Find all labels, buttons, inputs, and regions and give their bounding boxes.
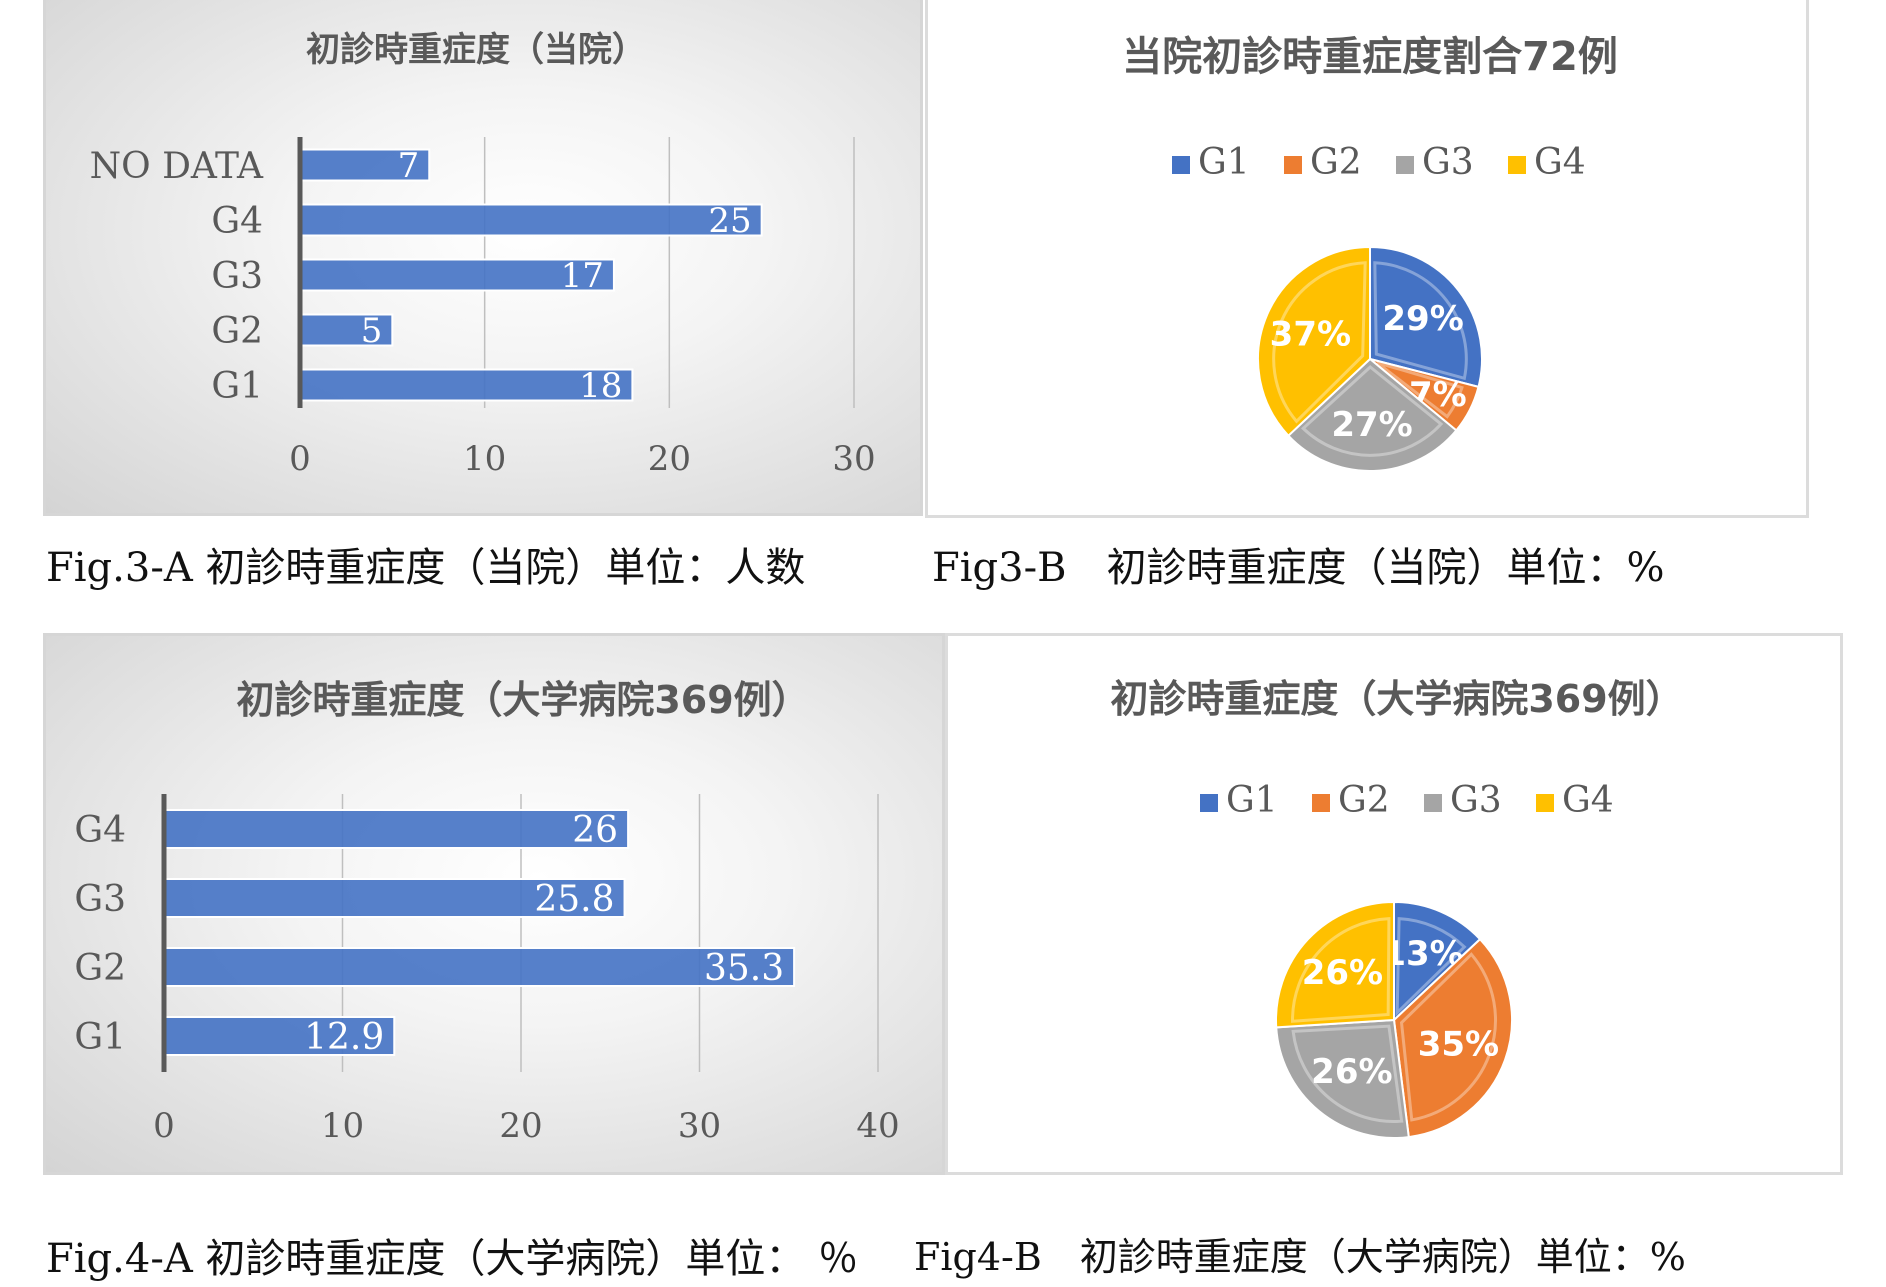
fig3a-data-label: 17 — [561, 256, 604, 296]
fig3a-data-label: 7 — [398, 146, 420, 186]
fig3b-slice-bevel — [1376, 361, 1464, 419]
fig4b-legend-label: G4 — [1562, 780, 1614, 821]
fig4a-chart-title: 初診時重症度（大学病院369例） — [236, 678, 809, 722]
fig3b-slice-bevel — [1300, 365, 1444, 457]
fig4b-slice-g3 — [1275, 1018, 1410, 1139]
fig3b-slice-bevel — [1373, 261, 1468, 381]
fig4b-marks: 13%35%26%26% — [1275, 900, 1513, 1139]
fig3a-chart-title: 初診時重症度（当院） — [306, 30, 646, 70]
fig3a-category-label: G3 — [211, 256, 263, 297]
fig4b-slice-bevel — [1395, 917, 1467, 1017]
fig3a-bar-g4 — [299, 203, 763, 237]
fig4b-legend-label: G2 — [1338, 780, 1390, 821]
fig3a-data-label: 18 — [579, 366, 622, 406]
fig4b-legend-swatch-g4 — [1536, 794, 1554, 812]
fig4a-x-tick-label: 10 — [321, 1106, 364, 1146]
fig3b-legend-swatch-g3 — [1396, 156, 1414, 174]
fig4b-slice-bevel — [1291, 917, 1391, 1023]
fig4b-legend: G1 G2 G3 G4 — [1200, 780, 1614, 821]
fig4b-legend-label: G1 — [1226, 780, 1278, 821]
fig3b-legend-swatch-g2 — [1284, 156, 1302, 174]
fig3b-pie-label: 29% — [1382, 299, 1463, 339]
fig3a-category-label: G4 — [211, 201, 263, 242]
fig4a-bar-g2 — [163, 947, 796, 987]
fig3b-slice-bevel — [1272, 261, 1367, 424]
fig3a-bar-no-data — [299, 148, 431, 182]
fig4a-chart-svg: 初診時重症度（大学病院369例） 0 10 20 30 40 12.9 G1 35.3 G2 25… — [74, 678, 900, 1146]
fig4b-slice-g2 — [1392, 937, 1513, 1139]
fig4b-slice-g1 — [1393, 900, 1482, 1023]
fig4b-pie-label: 35% — [1418, 1024, 1499, 1064]
fig3b-legend-label: G1 — [1198, 142, 1250, 183]
fig3a-category-label: G2 — [211, 311, 263, 352]
fig3a-category-label: G1 — [211, 366, 263, 407]
fig4a-bar-g1 — [163, 1016, 396, 1056]
fig4b-legend-label: G3 — [1450, 780, 1502, 821]
fig3a-bar-g2 — [299, 313, 394, 347]
fig4a-data-label: 25.8 — [534, 879, 614, 920]
fig3b-chart-title: 当院初診時重症度割合72例 — [1122, 34, 1618, 80]
fig3b-legend-label: G2 — [1310, 142, 1362, 183]
fig3b-marks: 29%7%27%37% — [1257, 245, 1483, 472]
fig4a-category-label: G4 — [74, 810, 126, 851]
fig3b-legend-swatch-g4 — [1508, 156, 1526, 174]
fig3b-slice-g3 — [1286, 357, 1458, 472]
fig4a-data-label: 26 — [572, 810, 618, 851]
fig4b-legend-swatch-g2 — [1312, 794, 1330, 812]
fig4a-data-label: 12.9 — [304, 1017, 384, 1058]
fig3a-bar-g3 — [299, 258, 615, 292]
fig3b-legend: G1 G2 G3 G4 — [1172, 142, 1586, 183]
fig4b-legend-swatch-g1 — [1200, 794, 1218, 812]
fig3b-chart-svg: 当院初診時重症度割合72例 G1 G2 G3 G4 29%7%27%37% — [1122, 34, 1618, 472]
fig4a-category-label: G2 — [74, 948, 126, 989]
fig4a-x-tick-label: 0 — [153, 1106, 175, 1146]
fig4a-x-tick-label: 30 — [678, 1106, 721, 1146]
fig3b-chart-panel: 当院初診時重症度割合72例 G1 G2 G3 G4 29% 7% 27% 37% — [925, 0, 1809, 518]
fig3a-x-tick-label: 10 — [463, 439, 506, 479]
fig4b-slice-bevel — [1399, 952, 1497, 1122]
fig4a-category-label: G1 — [74, 1017, 126, 1058]
fig4b-chart-panel: 初診時重症度（大学病院369例） G1 G2 G3 G4 13% 35% 26% 26% — [945, 633, 1843, 1175]
fig3b-slice-g1 — [1369, 245, 1483, 389]
fig4a-caption: Fig.4-A 初診時重症度（大学病院）単位： ％ — [46, 1236, 859, 1282]
fig3a-x-tick-label: 20 — [648, 439, 691, 479]
fig4a-x-tick-label: 40 — [856, 1106, 899, 1146]
fig4a-marks: 0 10 20 30 40 12.9 G1 35.3 G2 25.8 G3 26 G4 — [74, 794, 900, 1146]
fig4a-data-label: 35.3 — [704, 948, 784, 989]
fig3b-legend-label: G4 — [1534, 142, 1586, 183]
fig3b-pie-label: 37% — [1270, 314, 1351, 354]
fig3b-slice-g4 — [1257, 245, 1371, 438]
fig3a-marks: 0 10 20 30 18 G1 5 G2 17 G3 25 G4 7 NO DATA — [90, 137, 876, 479]
fig4a-bar-g3 — [163, 878, 626, 918]
fig3a-chart-panel: 初診時重症度（当院） 0 10 20 30 18 G1 5 G2 17 G3 25 G4 7 NO DAT… — [43, 0, 923, 516]
fig4b-pie-label: 26% — [1302, 953, 1383, 993]
fig4b-slice-g4 — [1275, 900, 1395, 1029]
fig4b-caption: Fig4-B 初診時重症度（大学病院）単位：% — [914, 1235, 1686, 1279]
fig4b-chart-title: 初診時重症度（大学病院369例） — [1110, 677, 1683, 721]
fig3a-category-label: NO DATA — [90, 146, 264, 187]
fig3a-data-label: 5 — [361, 311, 383, 351]
fig3a-chart-svg: 初診時重症度（当院） 0 10 20 30 18 G1 5 G2 17 G3 25 G4 7 NO DAT… — [90, 30, 876, 479]
fig4b-legend-swatch-g3 — [1424, 794, 1442, 812]
fig4a-chart-panel: 初診時重症度（大学病院369例） 0 10 20 30 40 12.9 G1 35.3 G2 25… — [43, 633, 945, 1175]
fig3b-legend-swatch-g1 — [1172, 156, 1190, 174]
fig4a-x-tick-label: 20 — [499, 1106, 542, 1146]
fig3a-x-tick-label: 0 — [289, 439, 311, 479]
fig3a-bar-g1 — [299, 368, 634, 402]
fig4b-pie-label: 26% — [1311, 1052, 1392, 1092]
fig4a-category-label: G3 — [74, 879, 126, 920]
fig3a-data-label: 25 — [708, 201, 751, 241]
fig3b-caption: Fig3-B 初診時重症度（当院）単位：% — [932, 545, 1665, 591]
fig3b-pie-label: 27% — [1331, 405, 1412, 445]
fig4a-bar-g4 — [163, 809, 630, 849]
fig4b-chart-svg: 初診時重症度（大学病院369例） G1 G2 G3 G4 13%35%26%26% — [1110, 677, 1684, 1139]
fig3a-caption: Fig.3-A 初診時重症度（当院）単位：人数 — [46, 545, 806, 591]
fig4b-slice-bevel — [1291, 1024, 1404, 1123]
fig3a-x-tick-label: 30 — [832, 439, 875, 479]
fig3b-legend-label: G3 — [1422, 142, 1474, 183]
